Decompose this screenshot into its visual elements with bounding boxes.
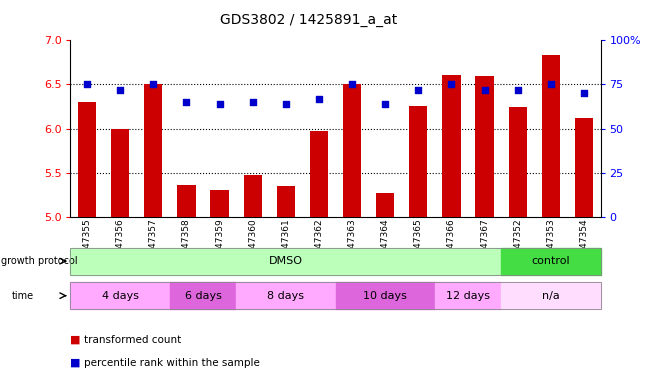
Text: n/a: n/a [542,291,560,301]
Bar [111,129,130,217]
Text: control: control [531,256,570,266]
Bar [144,84,162,217]
Text: ■: ■ [70,358,81,368]
Text: time: time [12,291,34,301]
Text: 10 days: 10 days [363,291,407,301]
Point [446,81,457,88]
Point [148,81,158,88]
Text: ■: ■ [70,335,81,345]
Text: 12 days: 12 days [446,291,490,301]
Bar [409,106,427,217]
Bar [575,118,593,217]
Bar [476,76,494,217]
Point [181,99,192,105]
Point [513,87,523,93]
Text: percentile rank within the sample: percentile rank within the sample [84,358,260,368]
Bar [276,186,295,217]
Bar [310,131,328,217]
Text: 6 days: 6 days [185,291,221,301]
Point [280,101,291,107]
Point [248,99,258,105]
Point [214,101,225,107]
Point [82,81,93,88]
Point [546,81,556,88]
Bar [376,193,395,217]
Bar [509,108,527,217]
Point [313,96,324,102]
Point [413,87,423,93]
Point [347,81,358,88]
Bar [541,55,560,217]
Point [578,90,589,96]
Bar [78,102,96,217]
Text: growth protocol: growth protocol [1,256,78,266]
Text: 4 days: 4 days [101,291,139,301]
Bar [177,185,195,217]
Text: transformed count: transformed count [84,335,181,345]
Point [115,87,125,93]
Bar [343,84,361,217]
Bar [211,190,229,217]
Bar [442,75,460,217]
Text: DMSO: DMSO [269,256,303,266]
Text: 8 days: 8 days [267,291,305,301]
Point [479,87,490,93]
Point [380,101,391,107]
Bar [244,175,262,217]
Text: GDS3802 / 1425891_a_at: GDS3802 / 1425891_a_at [220,13,397,27]
